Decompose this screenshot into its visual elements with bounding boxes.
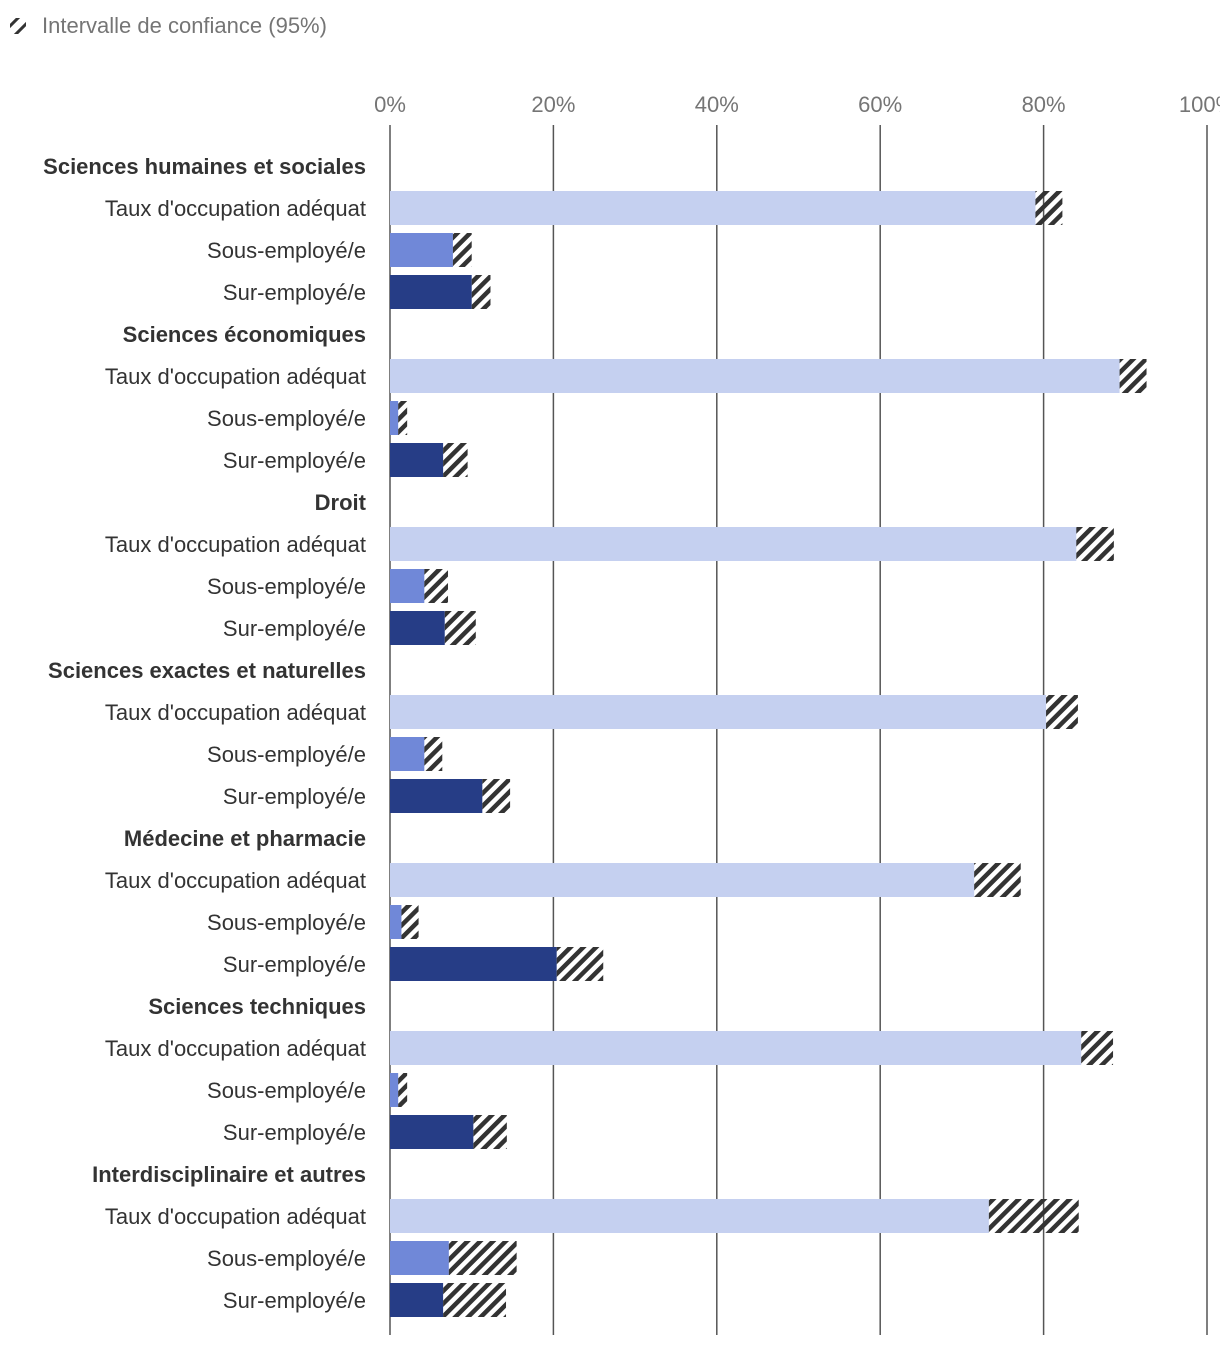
x-axis-ticks: 0% 20% 40% 60% 80% 100% [374, 92, 1220, 117]
confidence-interval [1119, 359, 1147, 393]
confidence-interval [473, 1115, 507, 1149]
bar-over [390, 779, 483, 813]
category-label: Taux d'occupation adéquat [105, 1204, 366, 1229]
group-title: Droit [315, 490, 367, 515]
category-label: Sur-employé/e [223, 616, 366, 641]
bar-over [390, 611, 445, 645]
confidence-interval [401, 905, 419, 939]
group-title: Sciences techniques [148, 994, 366, 1019]
category-label: Sous-employé/e [207, 1078, 366, 1103]
category-label: Sur-employé/e [223, 952, 366, 977]
category-label: Sous-employé/e [207, 238, 366, 263]
confidence-interval [444, 611, 476, 645]
category-label: Sur-employé/e [223, 784, 366, 809]
confidence-interval [988, 1199, 1079, 1233]
bar-under [390, 905, 402, 939]
category-label: Sous-employé/e [207, 1246, 366, 1271]
category-label: Taux d'occupation adéquat [105, 700, 366, 725]
category-label: Sous-employé/e [207, 574, 366, 599]
bar-under [390, 233, 453, 267]
confidence-interval [424, 569, 449, 603]
bar-under [390, 737, 425, 771]
category-label: Sous-employé/e [207, 406, 366, 431]
category-label: Sur-employé/e [223, 280, 366, 305]
group-title: Interdisciplinaire et autres [92, 1162, 366, 1187]
group-title: Sciences économiques [123, 322, 366, 347]
bar-over [390, 275, 472, 309]
category-label: Taux d'occupation adéquat [105, 196, 366, 221]
group-title: Médecine et pharmacie [124, 826, 366, 851]
confidence-interval [448, 1241, 517, 1275]
confidence-interval [452, 233, 472, 267]
bar-under [390, 401, 399, 435]
confidence-interval [443, 443, 468, 477]
bar-under [390, 569, 425, 603]
x-tick-label: 0% [374, 92, 406, 117]
confidence-interval [974, 863, 1021, 897]
category-label: Sur-employé/e [223, 448, 366, 473]
bar-adequate [390, 1199, 989, 1233]
category-label: Taux d'occupation adéquat [105, 532, 366, 557]
x-tick-label: 60% [858, 92, 902, 117]
category-label: Sous-employé/e [207, 742, 366, 767]
bar-adequate [390, 695, 1047, 729]
category-labels: Sciences humaines et sociales Taux d'occu… [43, 154, 367, 1313]
confidence-interval [1076, 527, 1114, 561]
confidence-interval [482, 779, 511, 813]
x-tick-label: 40% [695, 92, 739, 117]
chart-legend: Intervalle de confiance (95%) [10, 12, 327, 40]
category-label: Taux d'occupation adéquat [105, 1036, 366, 1061]
confidence-interval [424, 737, 443, 771]
bar-under [390, 1241, 449, 1275]
bar-adequate [390, 191, 1036, 225]
confidence-interval [1035, 191, 1063, 225]
confidence-interval [398, 401, 408, 435]
bar-adequate [390, 527, 1077, 561]
hatch-pattern-icon [10, 18, 26, 34]
category-label: Taux d'occupation adéquat [105, 364, 366, 389]
x-tick-label: 80% [1022, 92, 1066, 117]
category-label: Sur-employé/e [223, 1120, 366, 1145]
confidence-interval [1046, 695, 1078, 729]
bar-adequate [390, 863, 975, 897]
confidence-interval [1081, 1031, 1114, 1065]
confidence-interval [398, 1073, 408, 1107]
category-label: Sur-employé/e [223, 1288, 366, 1313]
category-label: Sous-employé/e [207, 910, 366, 935]
bar-adequate [390, 1031, 1082, 1065]
x-tick-label: 20% [531, 92, 575, 117]
bar-over [390, 443, 444, 477]
bar-over [390, 947, 557, 981]
bar-over [390, 1115, 474, 1149]
x-tick-label: 100% [1179, 92, 1220, 117]
bar-adequate [390, 359, 1120, 393]
confidence-interval [443, 1283, 507, 1317]
category-label: Taux d'occupation adéquat [105, 868, 366, 893]
bar-over [390, 1283, 444, 1317]
confidence-interval [471, 275, 491, 309]
bar-under [390, 1073, 399, 1107]
bars [390, 191, 1147, 1317]
confidence-interval [556, 947, 604, 981]
legend-label: Intervalle de confiance (95%) [42, 13, 327, 38]
gridlines [389, 125, 1208, 1335]
group-title: Sciences humaines et sociales [43, 154, 366, 179]
group-title: Sciences exactes et naturelles [48, 658, 366, 683]
